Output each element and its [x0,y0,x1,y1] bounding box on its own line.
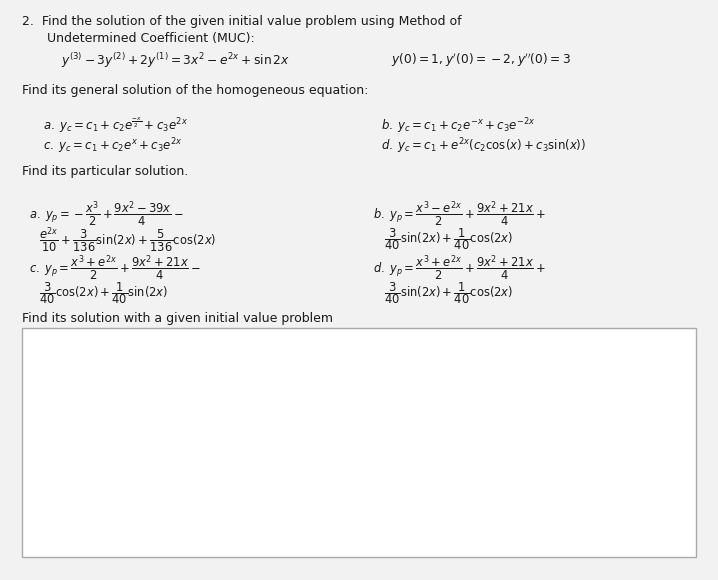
Text: $c. \; y_p = \dfrac{x^3+e^{2x}}{2} + \dfrac{9x^2+21x}{4} -$: $c. \; y_p = \dfrac{x^3+e^{2x}}{2} + \df… [29,254,201,283]
Text: Find its solution with a given initial value problem: Find its solution with a given initial v… [22,312,332,325]
Text: $\dfrac{3}{40}\sin(2x) + \dfrac{1}{40}\cos(2x)$: $\dfrac{3}{40}\sin(2x) + \dfrac{1}{40}\c… [384,280,513,306]
Text: Undetermined Coefficient (MUC):: Undetermined Coefficient (MUC): [47,32,254,45]
Text: $b. \; y_p = \dfrac{x^3-e^{2x}}{2} + \dfrac{9x^2+21x}{4} +$: $b. \; y_p = \dfrac{x^3-e^{2x}}{2} + \df… [373,200,546,229]
Text: $\dfrac{3}{40}\cos(2x) + \dfrac{1}{40}\sin(2x)$: $\dfrac{3}{40}\cos(2x) + \dfrac{1}{40}\s… [39,280,169,306]
Text: $b. \; y_c = c_1 + c_2 e^{-x} + c_3 e^{-2x}$: $b. \; y_c = c_1 + c_2 e^{-x} + c_3 e^{-… [381,116,535,136]
Text: Find its particular solution.: Find its particular solution. [22,165,188,178]
Text: $a. \; y_p = -\dfrac{x^3}{2} + \dfrac{9x^2-39x}{4} -$: $a. \; y_p = -\dfrac{x^3}{2} + \dfrac{9x… [29,200,184,229]
Text: $y^{(3)} - 3y^{(2)} + 2y^{(1)} = 3x^2 - e^{2x} + \sin 2x$: $y^{(3)} - 3y^{(2)} + 2y^{(1)} = 3x^2 - … [61,51,290,70]
Text: $d. \; y_c = c_1 + e^{2x}(c_2 \cos(x) + c_3 \sin(x))$: $d. \; y_c = c_1 + e^{2x}(c_2 \cos(x) + … [381,136,586,156]
Text: $\dfrac{3}{40}\sin(2x) + \dfrac{1}{40}\cos(2x)$: $\dfrac{3}{40}\sin(2x) + \dfrac{1}{40}\c… [384,226,513,252]
FancyBboxPatch shape [22,328,696,557]
Text: $a. \; y_c = c_1 + c_2 e^{\frac{-x}{2}} + c_3 e^{2x}$: $a. \; y_c = c_1 + c_2 e^{\frac{-x}{2}} … [43,116,188,135]
Text: $d. \; y_p = \dfrac{x^3+e^{2x}}{2} + \dfrac{9x^2+21x}{4} +$: $d. \; y_p = \dfrac{x^3+e^{2x}}{2} + \df… [373,254,546,283]
Text: 2.  Find the solution of the given initial value problem using Method of: 2. Find the solution of the given initia… [22,14,461,27]
Text: $\dfrac{e^{2x}}{10} + \dfrac{3}{136}\sin(2x) + \dfrac{5}{136}\cos(2x)$: $\dfrac{e^{2x}}{10} + \dfrac{3}{136}\sin… [39,226,217,255]
Text: $y(0) = 1, y'(0) = -2, y''(0) = 3$: $y(0) = 1, y'(0) = -2, y''(0) = 3$ [391,51,572,68]
Text: Find its general solution of the homogeneous equation:: Find its general solution of the homogen… [22,84,368,96]
Text: $c. \; y_c = c_1 + c_2 e^{x} + c_3 e^{2x}$: $c. \; y_c = c_1 + c_2 e^{x} + c_3 e^{2x… [43,136,183,156]
